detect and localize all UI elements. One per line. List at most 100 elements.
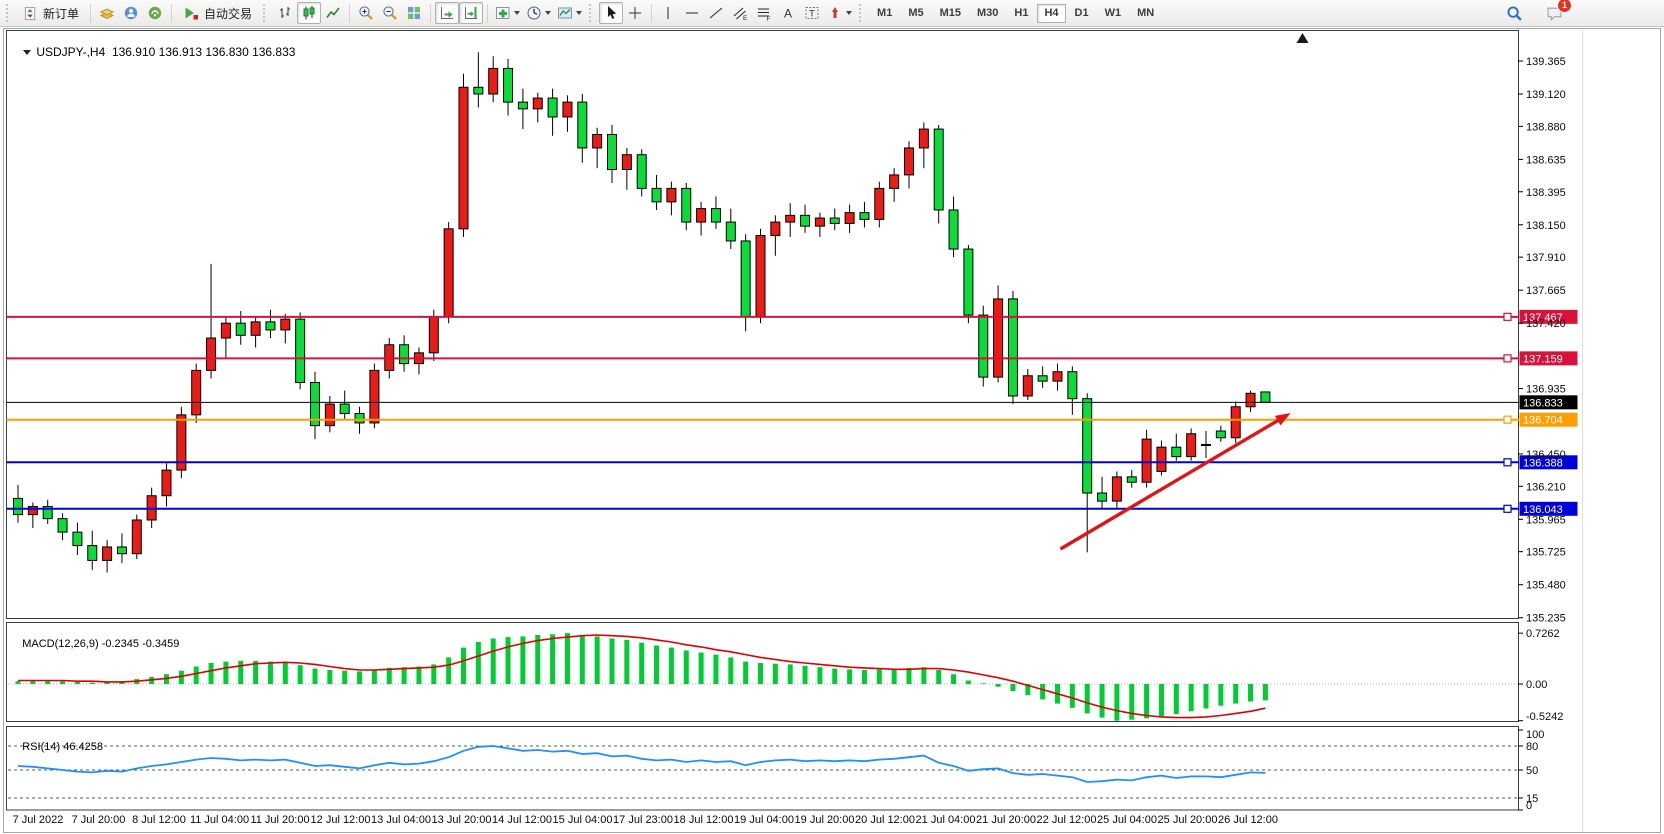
line-handle[interactable]	[1503, 312, 1512, 321]
bar-chart-button[interactable]	[273, 2, 297, 24]
timeframe-h1[interactable]: H1	[1007, 4, 1035, 23]
candle	[874, 187, 885, 220]
cursor-button[interactable]	[599, 2, 624, 24]
price-badge	[1519, 351, 1578, 366]
timeframe-mn[interactable]: MN	[1130, 4, 1161, 23]
time-axis-label: 25 Jul 04:00	[1097, 814, 1157, 826]
line-chart-button[interactable]	[321, 2, 345, 24]
candle	[785, 214, 796, 223]
candle	[13, 497, 23, 516]
news-button[interactable]	[143, 2, 167, 24]
price-tick-label: 138.635	[1526, 154, 1566, 166]
timeframe-m5[interactable]: M5	[901, 4, 930, 23]
timeframe-w1[interactable]: W1	[1098, 4, 1129, 23]
horizontal-line-button[interactable]	[680, 2, 704, 24]
search-button[interactable]	[1502, 2, 1526, 24]
trend-arrow-head[interactable]	[1274, 412, 1291, 426]
time-axis-label: 8 Jul 12:00	[132, 814, 186, 826]
price-tick-label: 137.420	[1526, 318, 1566, 330]
market-watch-icon	[99, 8, 115, 20]
zoom-out-button[interactable]	[378, 2, 402, 24]
candle	[1037, 375, 1048, 382]
dropdown-caret-icon	[514, 11, 521, 15]
community-button[interactable]	[119, 2, 143, 24]
candle	[666, 187, 677, 203]
candle	[1245, 392, 1256, 408]
candlestick-chart-icon	[303, 6, 315, 20]
candle	[948, 209, 959, 250]
auto-scroll-button[interactable]	[435, 2, 460, 24]
zoom-in-button[interactable]	[354, 2, 378, 24]
text-label-button[interactable]: T	[800, 2, 824, 24]
auto-trading-label: 自动交易	[204, 6, 253, 21]
text-label-icon: T	[805, 7, 819, 20]
notifications-button[interactable]: 1	[1542, 0, 1572, 24]
candle	[458, 86, 469, 230]
trendline-button[interactable]	[704, 2, 728, 24]
crosshair-button[interactable]	[623, 2, 647, 24]
candle	[978, 314, 989, 378]
fibonacci-button[interactable]: F	[752, 2, 776, 24]
templates-button[interactable]	[554, 2, 585, 24]
timeframe-m30[interactable]: M30	[970, 4, 1005, 23]
candle	[399, 344, 410, 365]
new-order-button[interactable]: 新订单	[16, 2, 86, 24]
price-tick-label: 136.450	[1526, 449, 1566, 461]
candle	[740, 240, 751, 317]
candle	[161, 469, 172, 497]
candle	[1022, 375, 1033, 397]
candle	[116, 546, 127, 555]
candle	[443, 228, 454, 317]
candle	[532, 97, 543, 110]
dropdown-caret-icon	[846, 11, 853, 15]
auto-trading-button[interactable]: 自动交易	[176, 2, 259, 24]
market-watch-button[interactable]	[95, 2, 119, 24]
arrows-button[interactable]	[824, 2, 855, 24]
candle	[235, 322, 246, 336]
candle	[621, 154, 632, 171]
separator	[430, 3, 432, 23]
line-handle[interactable]	[1503, 458, 1512, 467]
periods-button[interactable]	[523, 2, 554, 24]
toolbar: 新订单	[0, 0, 1664, 27]
price-badge-value: 137.159	[1523, 353, 1563, 365]
timeframe-m15[interactable]: M15	[933, 4, 968, 23]
timeframe-m1[interactable]: M1	[870, 4, 899, 23]
line-handle[interactable]	[1503, 415, 1512, 424]
equidistant-channel-button[interactable]: E	[728, 2, 752, 24]
candle	[57, 518, 68, 533]
indicators-button[interactable]	[492, 2, 523, 24]
toolbar-grip	[589, 4, 595, 22]
chart-title: USDJPY-,H4 136.910 136.913 136.830 136.8…	[10, 31, 295, 73]
horizontal-line-icon	[686, 12, 699, 14]
chart-shift-button[interactable]	[459, 2, 484, 24]
price-tick-label: 135.725	[1526, 547, 1566, 559]
price-tick-label: 138.150	[1526, 220, 1566, 232]
macd-panel	[6, 622, 1519, 722]
candle	[814, 217, 825, 227]
zoom-in-icon	[359, 6, 373, 20]
candlestick-chart-button[interactable]	[297, 2, 322, 24]
timeframe-h4[interactable]: H4	[1037, 3, 1066, 23]
candle	[131, 519, 142, 555]
timeframe-d1[interactable]: D1	[1068, 4, 1096, 23]
separator	[349, 3, 351, 23]
tile-windows-button[interactable]	[402, 2, 426, 24]
time-axis-label: 19 Jul 04:00	[734, 814, 794, 826]
trend-arrow-line[interactable]	[1059, 417, 1283, 551]
candle	[651, 187, 662, 203]
line-handle[interactable]	[1503, 504, 1512, 513]
candle	[473, 86, 484, 95]
line-handle[interactable]	[1503, 354, 1512, 363]
candle	[963, 248, 974, 316]
new-order-label: 新订单	[43, 6, 80, 21]
candle	[1201, 444, 1211, 447]
search-icon	[1506, 5, 1522, 21]
chart-shift-marker[interactable]	[1296, 33, 1309, 43]
text-button[interactable]: A	[776, 2, 800, 24]
price-tick-label: 138.395	[1526, 187, 1566, 199]
equidistant-channel-icon: E	[733, 7, 748, 21]
vertical-line-button[interactable]	[656, 2, 680, 24]
price-tick-label: 135.235	[1526, 613, 1566, 625]
